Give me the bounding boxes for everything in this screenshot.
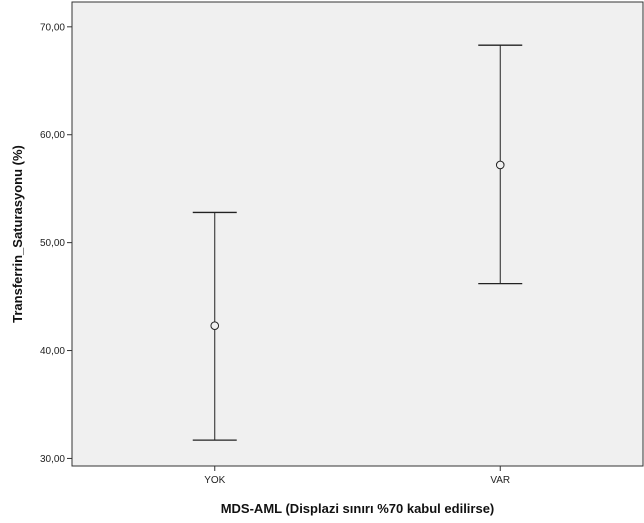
y-tick-label: 30,00 (40, 454, 65, 465)
error-bar-yok (192, 211, 237, 441)
error-bar-var (478, 44, 523, 285)
error-bars (192, 44, 523, 441)
y-tick-label: 50,00 (40, 238, 65, 249)
x-axis-title: MDS-AML (Displazi sınırı %70 kabul edili… (221, 501, 495, 516)
mean-point (495, 160, 505, 170)
x-tick-label: YOK (204, 475, 225, 486)
mean-point (210, 321, 220, 331)
y-tick-label: 70,00 (40, 22, 65, 33)
y-axis: 30,00 40,00 50,00 60,00 70,00 (40, 22, 72, 465)
y-axis-title: Transferrin_Saturasyonu (%) (10, 145, 25, 323)
x-tick-label: VAR (490, 475, 510, 486)
x-axis: YOK VAR (204, 466, 510, 486)
y-tick-label: 60,00 (40, 130, 65, 141)
y-tick-label: 40,00 (40, 346, 65, 357)
plot-area (71, 1, 644, 467)
